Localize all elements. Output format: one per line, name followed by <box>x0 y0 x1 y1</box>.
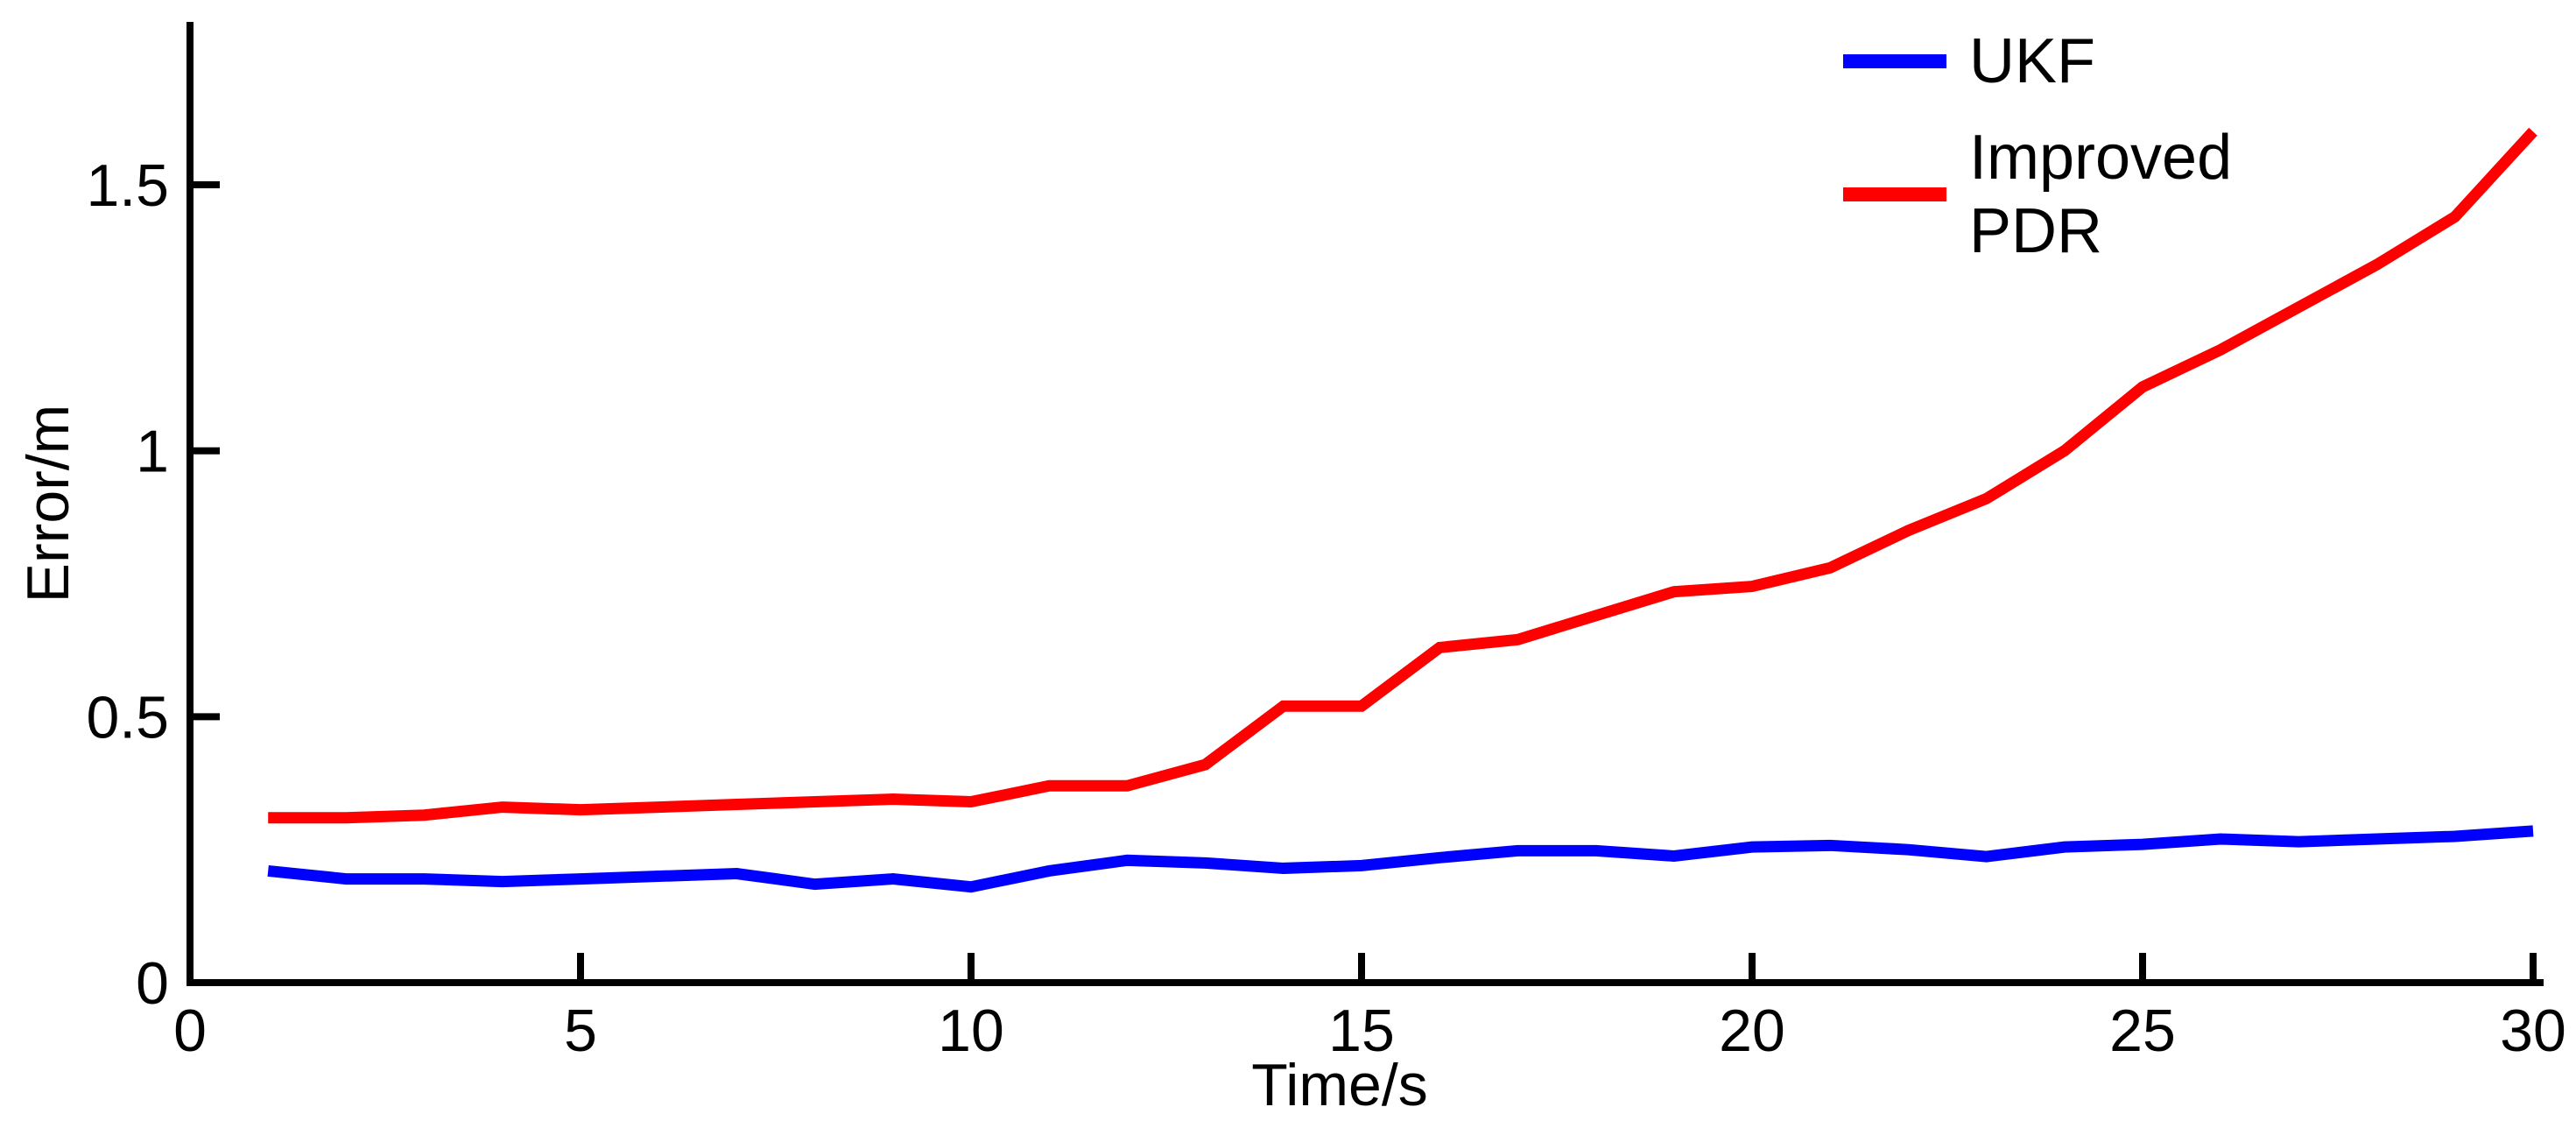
y-axis-label: Error/m <box>15 405 81 603</box>
legend-item-improved-pdr: Improved PDR <box>1843 121 2276 268</box>
x-tick-label: 15 <box>1328 998 1395 1064</box>
y-tick-label: 1 <box>136 419 169 485</box>
legend-label-improved-pdr: Improved PDR <box>1969 123 2233 266</box>
x-tick-label: 10 <box>938 998 1004 1064</box>
y-tick-label: 0 <box>136 950 169 1017</box>
x-tick-label: 5 <box>564 998 597 1064</box>
legend-label-ukf: UKF <box>1969 26 2095 96</box>
series-line-improved-pdr <box>268 127 2537 824</box>
legend: UKF Improved PDR <box>1843 25 2276 268</box>
x-tick-label: 20 <box>1719 998 1785 1064</box>
x-axis-label: Time/s <box>1251 1052 1427 1118</box>
legend-swatch-ukf <box>1843 54 1946 68</box>
y-tick-label: 1.5 <box>86 152 169 219</box>
x-tick-label: 25 <box>2109 998 2176 1064</box>
y-tick-label: 0.5 <box>86 684 169 751</box>
legend-swatch-improved-pdr <box>1843 187 1946 201</box>
x-tick-label: 30 <box>2500 998 2566 1064</box>
series-line-ukf <box>267 825 2534 893</box>
x-tick-label: 0 <box>173 998 207 1064</box>
legend-item-ukf: UKF <box>1843 25 2276 98</box>
